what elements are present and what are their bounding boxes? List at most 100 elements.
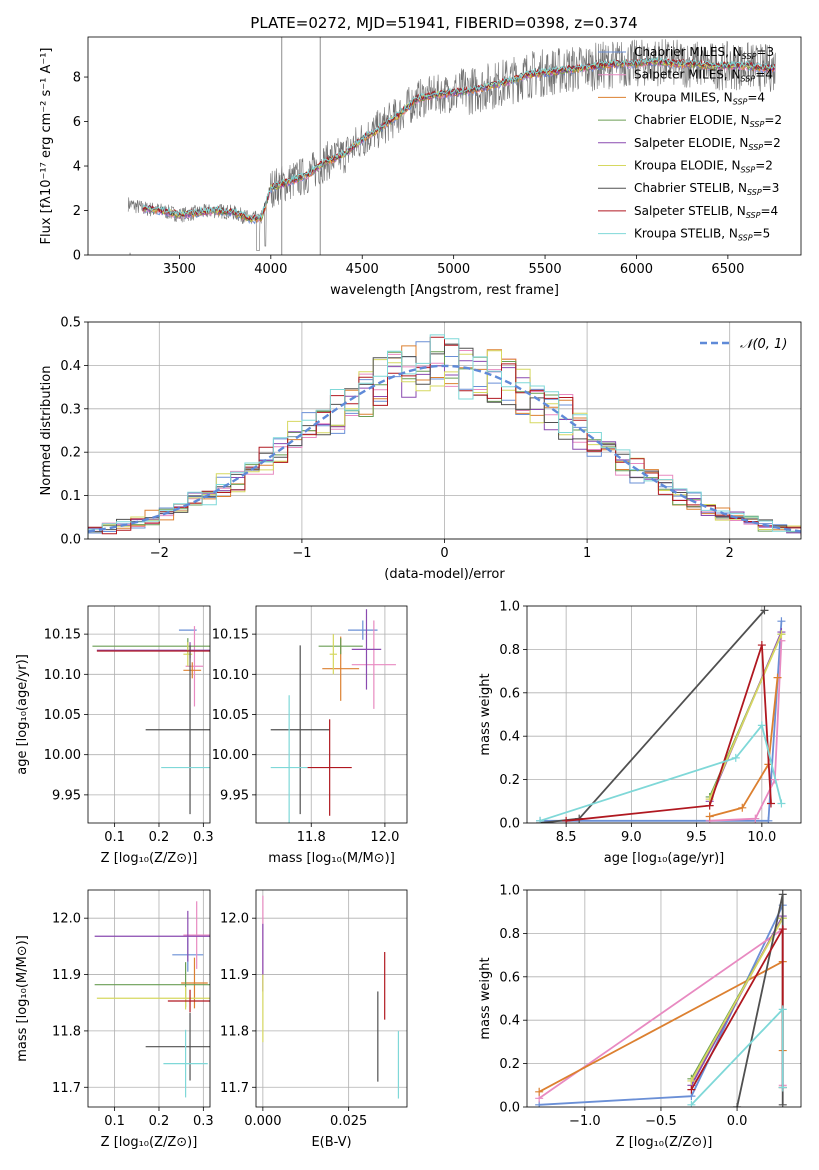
x-tick-label: −2 — [150, 546, 169, 561]
plot-area — [92, 626, 210, 815]
x-tick-label: 0 — [440, 546, 448, 561]
y-tick-label: 0.4 — [60, 359, 81, 374]
x-tick-label: 0.3 — [193, 1114, 214, 1129]
plus-marker — [687, 1100, 696, 1107]
y-axis-label: mass weight — [478, 957, 493, 1039]
legend-entry: Chabrier ELODIE, NSSP=2 — [634, 113, 782, 129]
error-bar-point — [270, 645, 330, 815]
grid — [256, 606, 407, 823]
error-bar-point — [270, 695, 308, 823]
model-spectrum — [142, 56, 776, 221]
error-bar-point — [183, 662, 202, 679]
y-tick-label: 10.05 — [44, 708, 81, 723]
error-bar-point — [145, 645, 210, 815]
y-axis-label: mass [log₁₀(M/M⊙)] — [15, 935, 30, 1062]
x-tick-label: 6000 — [620, 262, 653, 277]
series-path — [709, 640, 783, 822]
x-tick-label: 9.5 — [686, 830, 707, 845]
x-axis-label: (data-model)/error — [384, 567, 505, 582]
legend-text: Salpeter MILES, N — [634, 68, 741, 82]
plus-marker — [751, 814, 760, 823]
legend-entry: Chabrier MILES, NSSP=3 — [634, 45, 774, 61]
plus-marker — [733, 1103, 742, 1107]
y-tick-label: 10.00 — [44, 748, 81, 763]
x-tick-label: −1.0 — [569, 1114, 601, 1129]
axes-frame — [255, 889, 408, 1108]
axes-frame — [87, 605, 211, 824]
legend-entry: Chabrier STELIB, NSSP=3 — [634, 181, 779, 197]
error-bar-point — [183, 642, 193, 667]
x-tick-label: 0.025 — [330, 1114, 367, 1129]
y-tick-label: 10.05 — [212, 708, 249, 723]
plus-marker — [760, 606, 769, 615]
plus-marker — [778, 1100, 787, 1107]
legend-text: Kroupa MILES, N — [634, 90, 733, 104]
legend-count: =2 — [755, 159, 773, 173]
series-path — [566, 644, 772, 822]
axes-frame — [87, 36, 802, 256]
legend-entry: Salpeter MILES, NSSP=4 — [634, 68, 773, 84]
legend-subscript: SSP — [741, 166, 756, 175]
series-line — [705, 673, 782, 821]
error-bar-point — [307, 719, 352, 816]
y-axis-label: Flux [fλ10⁻¹⁷ erg cm⁻² s⁻¹ A⁻¹] — [39, 48, 54, 245]
legend-subscript: SSP — [738, 234, 753, 243]
legend-count: =2 — [764, 113, 782, 127]
error-bar-point — [94, 910, 210, 962]
legend-text: Kroupa STELIB, N — [634, 227, 738, 241]
panel-5: 8.5 9.0 9.5 10.0 0.0 0.2 0.4 0.6 0.8 1.0 age [log₁… — [478, 600, 802, 866]
legend-count: =5 — [753, 227, 771, 241]
x-tick-label: 4000 — [254, 262, 287, 277]
series-line — [562, 641, 775, 823]
y-tick-label: 0.6 — [499, 970, 520, 985]
x-axis-label: age [log₁₀(age/yr)] — [604, 851, 725, 866]
figure-title: PLATE=0272, MJD=51941, FIBERID=0398, z=0… — [250, 14, 637, 32]
plus-marker — [757, 721, 766, 730]
legend-text: Salpeter ELODIE, N — [634, 136, 748, 150]
legend-subscript: SSP — [750, 120, 765, 129]
x-tick-label: 8.5 — [556, 830, 577, 845]
x-axis-label: Z [log₁₀(Z/Z⊙)] — [101, 851, 198, 866]
plus-marker — [535, 1087, 544, 1096]
error-bar-point — [96, 986, 210, 1010]
legend-subscript: SSP — [747, 188, 762, 197]
x-axis-label: Z [log₁₀(Z/Z⊙)] — [616, 1135, 713, 1150]
panel-3: 0.1 0.2 0.3 9.95 10.00 10.05 10.10 10.15 Z [log₁… — [15, 605, 214, 866]
y-axis-label: Normed distribution — [39, 366, 54, 496]
x-tick-label: 10.0 — [747, 830, 776, 845]
error-bar-point — [351, 609, 382, 690]
y-tick-label: 0.1 — [60, 489, 81, 504]
plus-marker — [738, 803, 747, 812]
panel-7: 0.000 0.025 11.7 11.8 11.9 12.0 E(B-V) — [220, 889, 408, 1150]
plus-marker — [778, 890, 787, 899]
grid — [88, 606, 210, 823]
y-tick-label: 0.0 — [499, 817, 520, 832]
legend-text: Chabrier MILES, N — [634, 45, 742, 59]
series-line — [536, 606, 769, 823]
x-tick-label: 0.2 — [149, 830, 170, 845]
series-path — [539, 609, 766, 823]
plus-marker — [778, 925, 787, 934]
legend-subscript: SSP — [742, 52, 757, 61]
x-tick-label: 0.000 — [244, 1114, 281, 1129]
y-tick-label: 0.4 — [499, 1014, 520, 1029]
error-bar-point — [329, 634, 338, 675]
error-bar-point — [145, 1012, 210, 1081]
x-tick-label: 4500 — [346, 262, 379, 277]
legend-entry: Salpeter STELIB, NSSP=4 — [634, 204, 778, 220]
plus-marker — [764, 816, 773, 823]
legend-subscript: SSP — [733, 97, 748, 106]
y-tick-label: 10.15 — [212, 628, 249, 643]
series-line — [687, 1005, 787, 1107]
legend-entry: Kroupa MILES, NSSP=4 — [634, 90, 765, 106]
plus-marker — [778, 1005, 787, 1014]
x-tick-label: 0.2 — [149, 1114, 170, 1129]
legend-subscript: SSP — [748, 143, 763, 152]
axes-frame — [255, 605, 408, 824]
legend-text: Salpeter STELIB, N — [634, 204, 746, 218]
y-tick-label: 11.7 — [220, 1081, 249, 1096]
x-axis-label: Z [log₁₀(Z/Z⊙)] — [101, 1135, 198, 1150]
plot-area — [94, 901, 210, 1098]
legend-count: =4 — [747, 90, 765, 104]
y-axis-label: age [log₁₀(age/yr)] — [15, 654, 30, 775]
